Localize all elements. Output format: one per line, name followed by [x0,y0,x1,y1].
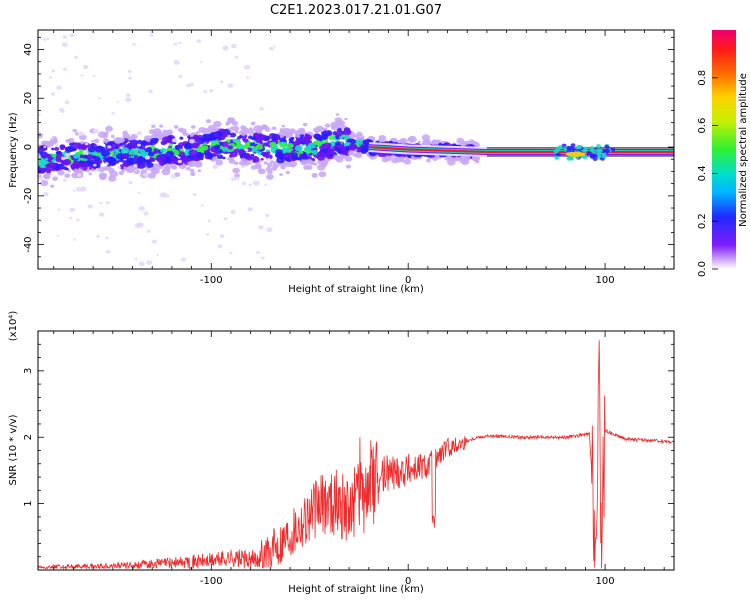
snr-panel: -100 0 100 1 2 3 Height of straight line (km)… [8,311,675,595]
y-tick-label: 0 [23,144,34,150]
x-tick-label: -100 [200,576,223,587]
y-tick-label: 40 [23,43,34,56]
x-tick-label: 0 [405,576,411,587]
snr-ticks: -100 0 100 1 2 3 [23,331,674,587]
snr-x-label: Height of straight line (km) [288,584,424,595]
x-tick-label: 0 [405,275,411,286]
figure-title: C2E1.2023.017.21.01.G07 [270,3,442,18]
snr-y-label: SNR (10 * v/v) [8,414,19,485]
colorbar-gradient [712,30,736,269]
spectrogram-panel: -100 0 100 -40 -20 0 20 40 Height of straight l… [8,29,675,295]
y-tick-label: 20 [23,92,34,105]
spectrogram-ticks: -100 0 100 -40 -20 0 20 40 [23,30,674,286]
spectrogram-heatmap [38,33,674,267]
y-tick-label: -20 [23,188,34,204]
x-tick-label: 100 [596,275,615,286]
colorbar-tick-label: 0.2 [697,213,708,229]
x-tick-label: 100 [596,576,615,587]
spectrogram-x-label: Height of straight line (km) [288,284,424,295]
y-tick-label: 2 [23,434,34,440]
snr-y-multiplier: (x10⁴) [8,311,19,342]
snr-series-line [38,340,674,570]
colorbar-tick-label: 0.6 [697,118,708,134]
colorbar-tick-label: 0.0 [697,261,708,277]
x-tick-label: -100 [200,275,223,286]
snr-frame [37,330,675,571]
spectrogram-y-label: Frequency (Hz) [8,112,19,188]
spectrogram-frame [37,29,675,270]
colorbar: 0.0 0.2 0.4 0.6 0.8 Normalized spectral ampl… [697,30,749,277]
colorbar-label: Normalized spectral amplitude [738,73,749,227]
y-tick-label: -40 [23,236,34,252]
colorbar-tick-label: 0.4 [697,165,708,181]
colorbar-tick-label: 0.8 [697,70,708,86]
colorbar-ticks: 0.0 0.2 0.4 0.6 0.8 [697,70,718,277]
y-tick-label: 3 [23,368,34,374]
y-tick-label: 1 [23,500,34,506]
